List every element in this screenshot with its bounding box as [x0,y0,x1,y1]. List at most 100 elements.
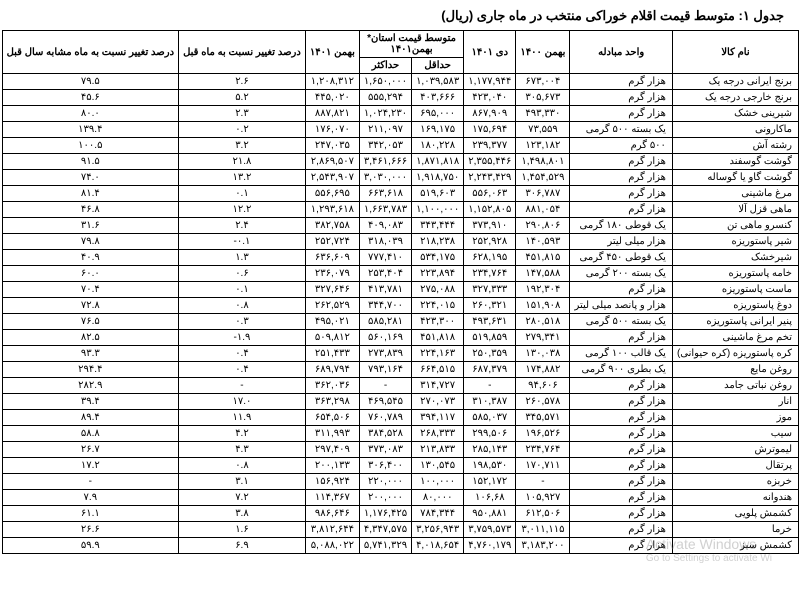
cell-max: ۷۷۷,۴۱۰ [359,250,411,266]
cell-unit: یک قوطی ۱۸۰ گرمی [570,218,673,234]
cell-bahman1401: ۶۵۴,۵۰۶ [305,410,359,426]
cell-bahman1401: ۶۳۶,۶۰۹ [305,250,359,266]
cell-name: روغن مایع [672,362,798,378]
cell-unit: هزار گرم [570,426,673,442]
cell-bahman1400: ۱,۴۹۸,۸۰۱ [516,154,570,170]
cell-name: مرغ ماشینی [672,186,798,202]
cell-pct-prev: ۵.۲ [179,90,306,106]
cell-min: ۱۳۰,۵۴۵ [412,458,464,474]
cell-bahman1401: ۶۸۹,۷۹۴ [305,362,359,378]
table-row: دوغ پاستوریزههزار و پانصد میلی لیتر۱۵۱,۹… [2,298,798,314]
table-row: کشمش پلوییهزار گرم۶۱۲,۵۰۶۹۵۰,۸۸۱۷۸۴,۳۴۴۱… [2,506,798,522]
cell-max: ۱,۶۶۳,۷۸۳ [359,202,411,218]
cell-min: ۳۱۴,۷۲۷ [412,378,464,394]
cell-bahman1401: ۲۵۱,۴۳۳ [305,346,359,362]
cell-pct-year: ۷۰.۴ [2,282,179,298]
cell-pct-prev: ۲۱.۸ [179,154,306,170]
cell-bahman1401: ۱,۲۰۸,۳۱۲ [305,74,359,90]
cell-pct-year: ۷۹.۸ [2,234,179,250]
cell-pct-prev: ۱.۳ [179,250,306,266]
table-row: پنیر ایرانی پاستوریزهیک بسته ۵۰۰ گرمی۲۸۰… [2,314,798,330]
cell-pct-year: ۱۷.۲ [2,458,179,474]
table-row: سیبهزار گرم۱۹۶,۵۲۶۲۹۹,۵۰۶۲۶۸,۳۳۳۳۸۴,۵۲۸۳… [2,426,798,442]
cell-dey1401: ۱۷۵,۶۹۴ [464,122,516,138]
cell-bahman1400: ۴۹۳,۳۳۰ [516,106,570,122]
cell-unit: هزار گرم [570,458,673,474]
cell-dey1401: ۴۹۳,۶۳۱ [464,314,516,330]
cell-pct-prev: ۰.۱ [179,186,306,202]
cell-bahman1400: ۶۱۲,۵۰۶ [516,506,570,522]
cell-pct-prev: ۱.۶ [179,522,306,538]
cell-unit: هزار گرم [570,154,673,170]
col-min: حداقل [412,58,464,74]
cell-pct-year: ۷۴.۰ [2,170,179,186]
cell-pct-year: ۸۲.۵ [2,330,179,346]
cell-unit: هزار گرم [570,474,673,490]
cell-bahman1400: ۲۳۴,۷۶۴ [516,442,570,458]
cell-dey1401: ۱۹۸,۵۳۰ [464,458,516,474]
cell-unit: هزار و پانصد میلی لیتر [570,298,673,314]
cell-pct-year: ۲۹۴.۴ [2,362,179,378]
cell-min: ۶۹۵,۰۰۰ [412,106,464,122]
cell-min: ۲۶۸,۳۳۳ [412,426,464,442]
cell-bahman1401: ۲,۵۴۳,۹۰۷ [305,170,359,186]
cell-dey1401: ۲۵۲,۹۲۸ [464,234,516,250]
cell-bahman1401: ۱۱۴,۳۶۷ [305,490,359,506]
cell-bahman1400: ۱۹۲,۳۰۴ [516,282,570,298]
table-row: کره پاستوریزه (کره حیوانی)یک قالب ۱۰۰ گر… [2,346,798,362]
table-title: جدول ۱: متوسط قیمت اقلام خوراکی منتخب در… [8,8,799,24]
col-bahman1400: بهمن ۱۴۰۰ [516,31,570,74]
cell-bahman1401: ۲۳۶,۰۷۹ [305,266,359,282]
cell-dey1401: ۲۶۰,۳۲۱ [464,298,516,314]
cell-bahman1401: ۵,۰۸۸,۰۲۲ [305,538,359,554]
col-max: حداکثر [359,58,411,74]
avg-province-label: متوسط قیمت استان* [367,33,456,44]
cell-unit: هزار گرم [570,106,673,122]
table-row: برنج ایرانی درجه یکهزار گرم۶۷۳,۰۰۴۱,۱۷۷,… [2,74,798,90]
cell-bahman1400: ۱۴۰,۵۹۳ [516,234,570,250]
cell-pct-year: ۴۶.۸ [2,202,179,218]
cell-min: ۲۲۴,۰۱۵ [412,298,464,314]
cell-bahman1401: ۳۱۱,۹۹۳ [305,426,359,442]
cell-pct-prev: - [179,378,306,394]
cell-pct-year: ۱۰۰.۵ [2,138,179,154]
cell-unit: هزار گرم [570,410,673,426]
cell-max: ۱,۶۵۰,۰۰۰ [359,74,411,90]
col-unit: واحد مبادله [570,31,673,74]
cell-unit: هزار گرم [570,170,673,186]
cell-bahman1400: ۱۴۷,۵۸۸ [516,266,570,282]
cell-name: ماست پاستوریزه [672,282,798,298]
cell-name: ماهی قزل آلا [672,202,798,218]
cell-pct-year: ۱۳۹.۴ [2,122,179,138]
table-row: تخم مرغ ماشینیهزار گرم۲۷۹,۳۴۱۵۱۹,۸۵۹۴۵۱,… [2,330,798,346]
cell-bahman1401: ۱۵۶,۹۲۴ [305,474,359,490]
cell-bahman1401: ۱۷۶,۰۷۰ [305,122,359,138]
cell-bahman1401: ۳۶۲,۰۳۶ [305,378,359,394]
cell-pct-year: ۹۳.۳ [2,346,179,362]
cell-min: ۸۰,۰۰۰ [412,490,464,506]
cell-min: ۵۳۴,۱۷۵ [412,250,464,266]
cell-unit: یک قوطی ۴۵۰ گرمی [570,250,673,266]
cell-unit: هزار گرم [570,90,673,106]
cell-min: ۵۱۹,۶۰۳ [412,186,464,202]
cell-pct-year: ۸۰.۰ [2,106,179,122]
cell-max: ۴۶۹,۵۴۵ [359,394,411,410]
cell-pct-prev: ۰.۸ [179,458,306,474]
cell-bahman1401: ۲,۸۶۹,۵۰۷ [305,154,359,170]
cell-max: ۳۰۶,۴۰۰ [359,458,411,474]
table-row: روغن نباتی جامدهزار گرم۹۴,۶۰۶-۳۱۴,۷۲۷-۳۶… [2,378,798,394]
cell-bahman1400: ۳۰۵,۶۷۳ [516,90,570,106]
cell-unit: یک بطری ۹۰۰ گرمی [570,362,673,378]
cell-max: ۳۴۲,۰۵۳ [359,138,411,154]
cell-bahman1400: ۳,۰۱۱,۱۱۵ [516,522,570,538]
cell-bahman1400: ۹۴,۶۰۶ [516,378,570,394]
cell-unit: هزار گرم [570,394,673,410]
cell-pct-prev: ۲.۴ [179,218,306,234]
cell-unit: هزار گرم [570,522,673,538]
cell-min: ۳۴۳,۴۴۴ [412,218,464,234]
cell-pct-year: ۷۶.۵ [2,314,179,330]
table-row: ماکارونییک بسته ۵۰۰ گرمی۷۳,۵۵۹۱۷۵,۶۹۴۱۶۹… [2,122,798,138]
cell-max: - [359,378,411,394]
cell-max: ۵۶۰,۱۶۹ [359,330,411,346]
cell-pct-year: ۷.۹ [2,490,179,506]
